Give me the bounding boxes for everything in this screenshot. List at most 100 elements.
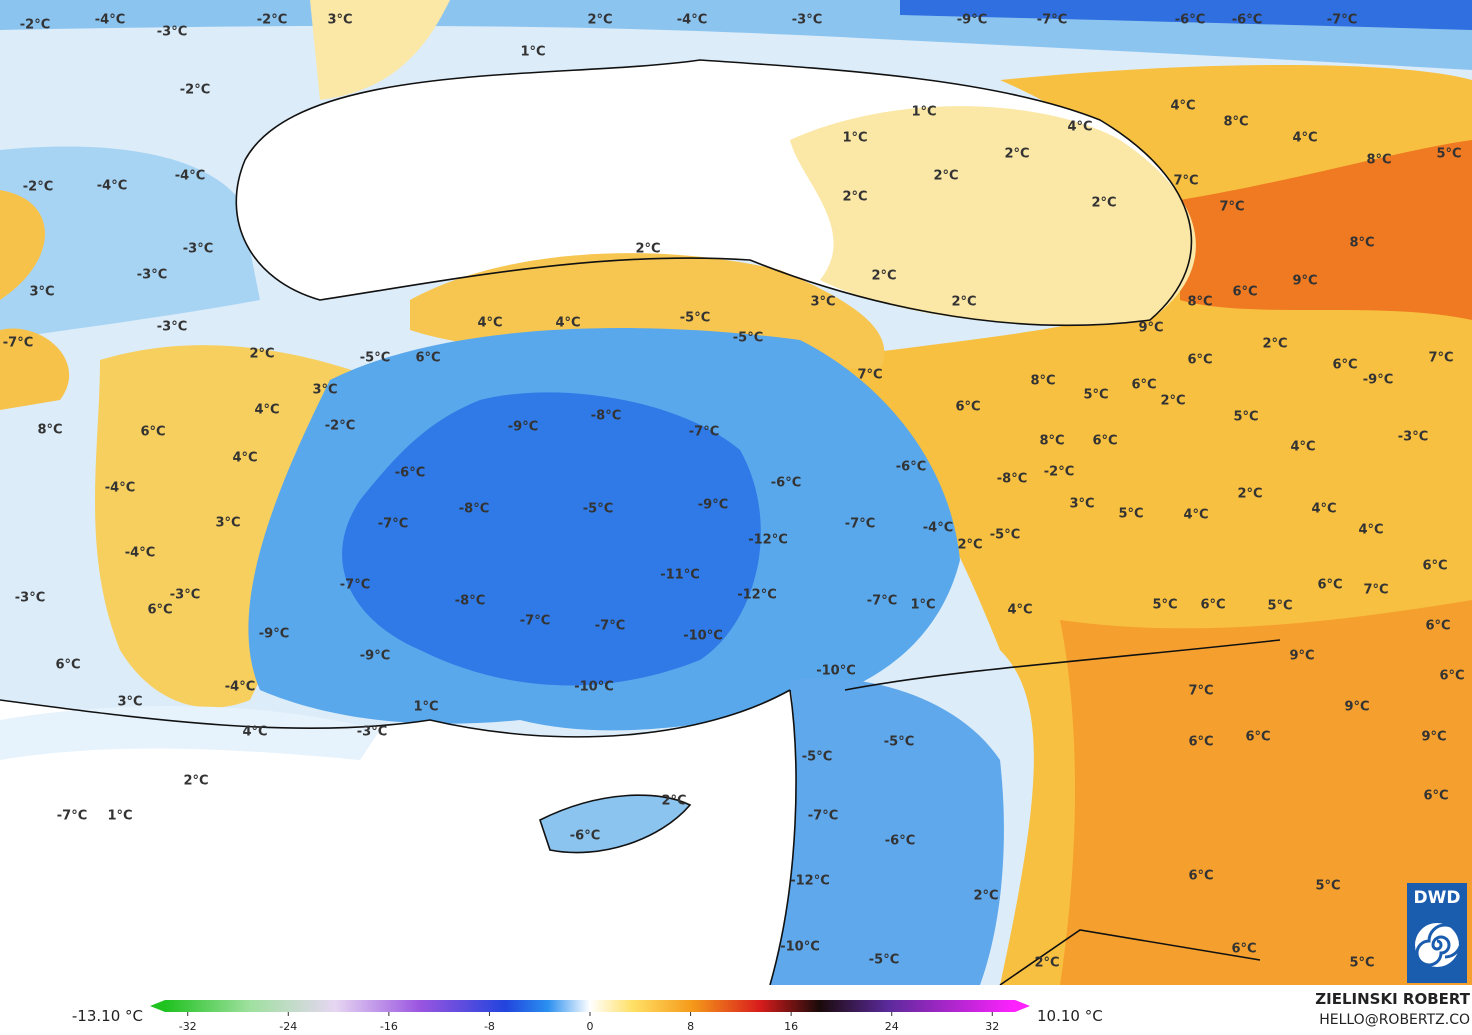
temp-label: -7°C [867,594,897,609]
temp-label: -6°C [1232,13,1262,28]
temp-label: -6°C [771,476,801,491]
temp-label: 2°C [933,169,958,184]
temp-label: 1°C [107,809,132,824]
temp-label: -7°C [3,336,33,351]
temp-label: 7°C [857,368,882,383]
temp-label: -2°C [180,83,210,98]
temp-label: -3°C [15,591,45,606]
colorbar: -32 -24 -16 -8 0 8 16 24 32 [150,1000,1030,1033]
temp-label: -6°C [570,829,600,844]
temp-label: 1°C [842,131,867,146]
colorbar-tick-label: -32 [179,1020,197,1033]
temp-label: 1°C [520,45,545,60]
temp-label: 9°C [1421,730,1446,745]
temp-label: -2°C [20,18,50,33]
temp-label: 5°C [1152,598,1177,613]
temp-label: 2°C [249,347,274,362]
temp-label: -3°C [157,25,187,40]
temp-label: 1°C [911,105,936,120]
temp-label: 9°C [1344,700,1369,715]
temp-label: 7°C [1363,583,1388,598]
temp-label: -8°C [997,472,1027,487]
colorbar-tick-label: 16 [784,1020,798,1033]
colorbar-tick-label: -16 [380,1020,398,1033]
temp-label: 5°C [1233,410,1258,425]
temp-label: -7°C [378,517,408,532]
temp-label: -12°C [748,533,788,548]
temp-label: -6°C [896,460,926,475]
temp-label: 1°C [413,700,438,715]
colorbar-tick-label: 0 [587,1020,594,1033]
temp-label: -9°C [698,498,728,513]
temp-label: -7°C [340,578,370,593]
temp-label: 8°C [37,423,62,438]
colorbar-min-arrow [150,1000,165,1012]
temp-label: -10°C [816,664,856,679]
temp-label: 4°C [232,451,257,466]
temp-label: -2°C [23,180,53,195]
temp-label: 5°C [1267,599,1292,614]
temp-label: -9°C [957,13,987,28]
temp-label: 6°C [1231,942,1256,957]
colorbar-gradient [165,1000,1015,1012]
temp-label: 6°C [1131,378,1156,393]
temp-label: 8°C [1349,236,1374,251]
temp-label: 4°C [1358,523,1383,538]
colorbar-tick-label: 32 [985,1020,999,1033]
temp-label: 6°C [140,425,165,440]
temp-label: 6°C [1188,735,1213,750]
temp-label: -2°C [1044,465,1074,480]
temp-label: 9°C [1289,649,1314,664]
temp-label: -4°C [677,13,707,28]
temp-label: -5°C [869,953,899,968]
logo-text: DWD [1414,888,1461,908]
temp-label: 6°C [1332,358,1357,373]
temp-label: 7°C [1173,174,1198,189]
temp-label: 2°C [587,13,612,28]
temp-label: 6°C [1187,353,1212,368]
temp-label: 4°C [254,403,279,418]
temp-label: 2°C [1262,337,1287,352]
temp-label: 6°C [1188,869,1213,884]
temp-label: -5°C [884,735,914,750]
temp-label: -2°C [257,13,287,28]
colorbar-max-arrow [1015,1000,1030,1012]
temp-label: -6°C [1175,13,1205,28]
temp-label: 4°C [1290,440,1315,455]
temp-label: -3°C [170,588,200,603]
temp-label: -7°C [520,614,550,629]
temp-label: -9°C [1363,373,1393,388]
contact: HELLO@ROBERTZ.CO [1319,1012,1470,1028]
temp-label: 4°C [1170,99,1195,114]
temp-label: 5°C [1315,879,1340,894]
temp-label: 2°C [951,295,976,310]
temp-label: 2°C [635,242,660,257]
temp-label: 6°C [1232,285,1257,300]
colorbar-tick-label: -24 [279,1020,297,1033]
temp-label: 5°C [1083,388,1108,403]
temp-label: -4°C [225,680,255,695]
temp-label: -3°C [157,320,187,335]
temp-label: -7°C [808,809,838,824]
temp-label: -10°C [574,680,614,695]
min-label: -13.10 °C [72,1007,143,1025]
temp-label: 6°C [1423,789,1448,804]
temp-label: -9°C [508,420,538,435]
temp-label: -7°C [57,809,87,824]
temp-label: 8°C [1187,295,1212,310]
temp-label: 1°C [910,598,935,613]
temp-label: 8°C [1039,434,1064,449]
temp-label: 7°C [1219,200,1244,215]
temp-label: 4°C [1292,131,1317,146]
temp-label: 6°C [1092,434,1117,449]
temp-label: 8°C [1223,115,1248,130]
temp-label: -7°C [1037,13,1067,28]
temp-label: 3°C [810,295,835,310]
temp-label: -7°C [689,425,719,440]
temp-label: 6°C [415,351,440,366]
temp-label: 4°C [1007,603,1032,618]
temp-label: -8°C [459,502,489,517]
temp-label: -8°C [591,409,621,424]
temp-label: 6°C [55,658,80,673]
